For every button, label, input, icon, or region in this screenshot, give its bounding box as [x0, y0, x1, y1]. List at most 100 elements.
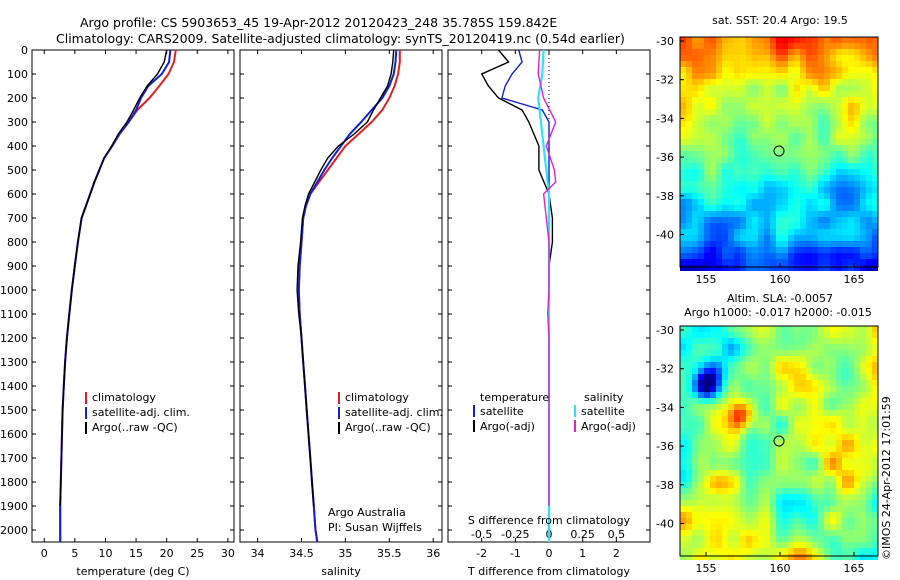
depth-tick-label: 700	[7, 212, 28, 225]
depth-tick-label: 1200	[0, 332, 28, 345]
temperature-panel	[31, 49, 235, 543]
depth-tick-label: 1600	[0, 428, 28, 441]
depth-tick-label: 400	[7, 140, 28, 153]
sst-map-title: sat. SST: 20.4 Argo: 19.5	[712, 14, 848, 27]
temperature-legend: climatology satellite-adj. clim. Argo(..…	[85, 391, 190, 434]
map-ytick-label: -32	[656, 74, 674, 87]
difference-xtick-label: 2	[613, 547, 620, 560]
legend-sal-argo: Argo(-adj)	[581, 420, 636, 433]
legend-temperature-header: temperature	[480, 391, 549, 404]
argo-location-marker	[773, 145, 785, 157]
legend-climatology: climatology	[345, 391, 409, 404]
depth-axis: 0 100 200 300 400 500 600 700 800 900 1000 1100 1200…	[0, 44, 650, 537]
sst-map	[680, 37, 878, 271]
depth-tick-label: 1400	[0, 380, 28, 393]
temperature-xtick-label: 5	[71, 547, 78, 560]
difference-xtick-label: 1	[579, 547, 586, 560]
sla-map	[680, 326, 878, 560]
legend-argo: Argo(..raw -QC)	[345, 421, 431, 434]
map-ytick-label: -38	[656, 190, 674, 203]
legend-temp-argo: Argo(-adj)	[480, 420, 535, 433]
legend-climatology: climatology	[92, 391, 156, 404]
temperature-xtick-label: 30	[221, 547, 235, 560]
map-xtick-label: 165	[844, 273, 865, 286]
legend-temp-satellite: satellite	[480, 405, 524, 418]
depth-tick-label: 1800	[0, 476, 28, 489]
temperature-xtick-label: 0	[41, 547, 48, 560]
figure-title-line1: Argo profile: CS 5903653_45 19-Apr-2012 …	[80, 15, 557, 30]
sla-map-title1: Altim. SLA: -0.0057	[727, 292, 833, 305]
s-difference-tick-label: 0.25	[570, 528, 595, 541]
temperature-xtick-label: 15	[129, 547, 143, 560]
map-ytick-label: -36	[656, 151, 674, 164]
map-ytick-label: -34	[656, 112, 674, 125]
difference-xtick-label: 0	[546, 547, 553, 560]
salinity-panel	[239, 49, 443, 543]
map-ytick-label: -40	[656, 229, 674, 242]
figure-title-line2: Climatology: CARS2009. Satellite-adjuste…	[56, 31, 625, 46]
s-difference-label: S difference from climatology	[468, 514, 631, 527]
argo-australia-note: Argo Australia	[328, 506, 406, 519]
map-ytick-label: -36	[656, 440, 674, 453]
map-xtick-label: 160	[770, 562, 791, 575]
difference-xtick-label: -2	[476, 547, 487, 560]
map-xtick-label: 155	[696, 273, 717, 286]
depth-tick-label: 1500	[0, 404, 28, 417]
series-line-argo-raw-qc-	[296, 49, 395, 507]
salinity-xtick-label: 34.5	[289, 547, 314, 560]
map-ytick-label: -34	[656, 401, 674, 414]
imos-stamp: ©IMOS 24-Apr-2012 17:01:59	[880, 396, 893, 560]
salinity-xtick-label: 34	[251, 547, 265, 560]
map-ytick-label: -40	[656, 518, 674, 531]
depth-tick-label: 200	[7, 92, 28, 105]
difference-legend: temperature salinity satellite Argo(-adj…	[468, 391, 636, 527]
sla-map-title2: Argo h1000: -0.017 h2000: -0.015	[684, 306, 872, 319]
depth-tick-label: 300	[7, 116, 28, 129]
depth-tick-label: 1900	[0, 500, 28, 513]
temperature-xtick-label: 25	[190, 547, 204, 560]
depth-tick-label: 800	[7, 236, 28, 249]
salinity-xtick-label: 35	[338, 547, 352, 560]
difference-lines: -2 -1 0 1 2-0.5 -0.25 0 0.25 0.5	[471, 49, 626, 560]
map-ytick-label: -38	[656, 479, 674, 492]
map-ytick-label: -30	[656, 324, 674, 337]
depth-tick-label: 100	[7, 68, 28, 81]
series-line-argo-raw-qc-	[59, 49, 168, 507]
temperature-xtick-label: 10	[98, 547, 112, 560]
depth-tick-label: 2000	[0, 524, 28, 537]
map-axes: -30 -32 -34 -36 -38 -40 155 160 165 -30 -32 -34 -36 -…	[656, 35, 864, 575]
map-ytick-label: -32	[656, 363, 674, 376]
legend-salinity-header: salinity	[584, 391, 624, 404]
difference-xlabel: T difference from climatology	[467, 565, 630, 578]
legend-argo: Argo(..raw -QC)	[92, 421, 178, 434]
legend-satellite: satellite-adj. clim.	[92, 406, 190, 419]
s-difference-tick-label: -0.25	[501, 528, 529, 541]
legend-sal-satellite: satellite	[581, 405, 625, 418]
depth-tick-label: 600	[7, 188, 28, 201]
map-ytick-label: -30	[656, 35, 674, 48]
argo-location-marker	[773, 435, 785, 447]
s-difference-tick-label: -0.5	[471, 528, 492, 541]
depth-tick-label: 900	[7, 260, 28, 273]
depth-tick-label: 1100	[0, 308, 28, 321]
difference-xtick-label: -1	[510, 547, 521, 560]
series-line-salinity-argo-adj-	[537, 49, 557, 506]
depth-tick-label: 0	[21, 44, 28, 57]
temperature-xlabel: temperature (deg C)	[76, 565, 189, 578]
map-xtick-label: 160	[770, 273, 791, 286]
map-xtick-label: 165	[844, 562, 865, 575]
salinity-lines: 34 34.5 35 35.5 36	[251, 49, 440, 560]
sst-map-frame	[679, 36, 879, 268]
s-difference-tick-label: 0.5	[608, 528, 626, 541]
depth-tick-label: 1300	[0, 356, 28, 369]
salinity-xtick-label: 36	[426, 547, 440, 560]
temperature-lines: 0 5 10 15 20 25 30	[41, 49, 235, 560]
map-xtick-label: 155	[696, 562, 717, 575]
depth-tick-label: 1000	[0, 284, 28, 297]
salinity-xtick-label: 35.5	[377, 547, 402, 560]
temperature-xtick-label: 20	[160, 547, 174, 560]
sla-map-frame	[679, 325, 879, 557]
salinity-xlabel: salinity	[321, 565, 361, 578]
pi-note: PI: Susan Wijffels	[328, 521, 422, 534]
